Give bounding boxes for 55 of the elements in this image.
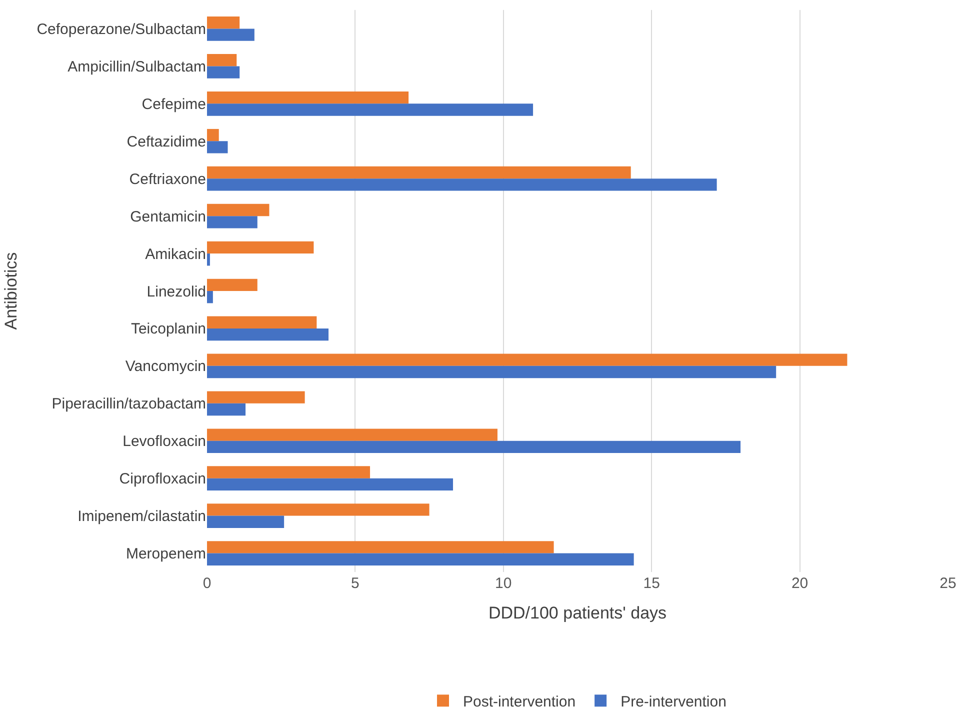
x-tick-label: 20	[791, 575, 808, 592]
y-tick-label: Vancomycin	[125, 358, 206, 376]
bar	[207, 141, 228, 154]
bar	[207, 391, 305, 404]
bar	[207, 128, 219, 142]
x-axis-title: DDD/100 patients' days	[488, 603, 667, 622]
bar	[207, 54, 237, 66]
bar	[207, 354, 848, 366]
y-tick-label: Ampicillin/Sulbactam	[68, 58, 206, 76]
bar	[207, 553, 634, 566]
bar	[207, 328, 329, 341]
bar	[207, 366, 776, 378]
x-tick-label: 0	[202, 575, 212, 592]
bar	[207, 28, 254, 41]
y-tick-label: Ciprofloxacin	[119, 470, 206, 488]
bar	[207, 66, 240, 78]
bar	[207, 428, 498, 441]
bar	[207, 278, 258, 291]
y-tick-label: Imipenem/cilastatin	[78, 508, 206, 526]
y-tick-label: Teicoplanin	[130, 320, 206, 338]
bar	[207, 104, 534, 116]
y-tick-label: Meropenem	[126, 546, 206, 563]
bar	[207, 16, 240, 29]
y-tick-label: Levofloxacin	[122, 433, 206, 450]
y-axis-title: Antibiotics	[1, 252, 20, 330]
legend-label: Post-intervention	[463, 694, 576, 710]
bar	[207, 241, 314, 254]
y-tick-label: Gentamicin	[130, 208, 206, 226]
y-tick-label: Ceftazidime	[126, 133, 206, 150]
x-tick-label: 15	[643, 575, 660, 592]
bar	[207, 516, 284, 528]
bar	[207, 254, 210, 266]
bar	[207, 541, 554, 554]
bar	[207, 291, 213, 304]
x-tick-label: 10	[495, 575, 512, 592]
bar	[207, 166, 631, 179]
legend-label: Pre-intervention	[620, 694, 726, 710]
y-tick-label: Cefepime	[142, 96, 206, 113]
y-tick-label: Cefoperazone/Sulbactam	[36, 20, 206, 38]
bar	[207, 504, 430, 516]
bar	[207, 178, 717, 191]
y-tick-label: Linezolid	[146, 283, 206, 300]
y-tick-label: Amikacin	[145, 246, 206, 263]
y-tick-label: Piperacillin/tazobactam	[52, 396, 206, 413]
x-tick-label: 5	[351, 575, 360, 592]
bar	[207, 204, 270, 216]
bar	[207, 316, 317, 328]
bar	[207, 403, 246, 416]
bar	[207, 478, 454, 491]
x-tick-label: 25	[940, 575, 956, 592]
bar	[207, 216, 258, 228]
bar	[207, 440, 741, 454]
y-tick-label: Ceftriaxone	[129, 170, 206, 188]
bar	[207, 466, 370, 478]
bar	[207, 91, 409, 104]
